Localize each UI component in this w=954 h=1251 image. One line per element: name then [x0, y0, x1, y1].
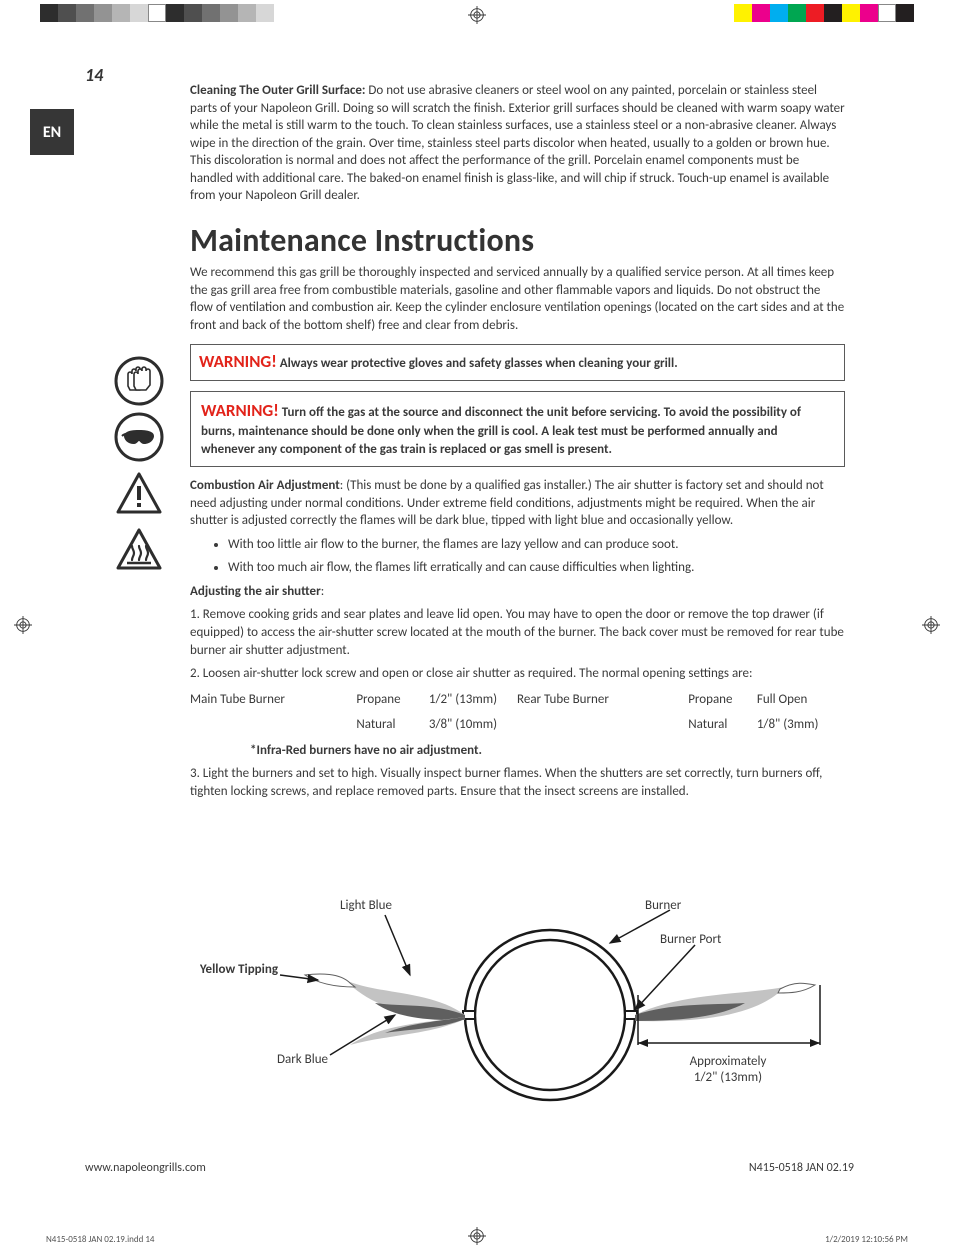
burner-diagram: Light Blue Yellow Tipping Dark Blue Burn… — [200, 895, 840, 1125]
list-item: With too little air flow to the burner, … — [228, 536, 845, 554]
cleaning-paragraph: Cleaning The Outer Grill Surface: Do not… — [190, 82, 845, 205]
language-tab: EN — [30, 109, 74, 155]
hot-surface-icon — [114, 524, 164, 574]
diagram-label: Yellow Tipping — [200, 962, 279, 977]
warning-box-1: WARNING! Always wear protective gloves a… — [190, 344, 845, 381]
infrared-note: *Infra-Red burners have no air adjustmen… — [250, 742, 845, 760]
grayscale-bar — [40, 4, 274, 22]
warning-triangle-icon — [114, 468, 164, 518]
color-bar — [734, 4, 914, 22]
settings-row-natural: Natural 3/8" (10mm) Natural 1/8" (3mm) — [190, 716, 845, 734]
goggles-icon — [114, 412, 164, 462]
airflow-bullets: With too little air flow to the burner, … — [208, 536, 845, 577]
safety-icons — [114, 356, 170, 580]
list-item: With too much air flow, the flames lift … — [228, 559, 845, 577]
registration-mark-icon — [14, 616, 32, 634]
page-title: Maintenance Instructions — [190, 219, 845, 262]
diagram-label: Light Blue — [340, 898, 392, 913]
gloves-icon — [114, 356, 164, 406]
diagram-label: Approximately — [690, 1054, 767, 1069]
footer-url: www.napoleongrills.com — [85, 1161, 206, 1175]
warning-box-2: WARNING! Turn off the gas at the source … — [190, 391, 845, 467]
settings-row-propane: Main Tube Burner Propane 1/2" (13mm) Rea… — [190, 691, 845, 709]
page-content: Cleaning The Outer Grill Surface: Do not… — [190, 82, 845, 806]
intro-paragraph: We recommend this gas grill be thoroughl… — [190, 264, 845, 334]
step-3: 3. Light the burners and set to high. Vi… — [190, 765, 845, 800]
diagram-label: Burner — [645, 898, 682, 913]
diagram-label: Burner Port — [660, 932, 722, 947]
footer-docid: N415-0518 JAN 02.19 — [749, 1161, 854, 1175]
step-1: 1. Remove cooking grids and sear plates … — [190, 606, 845, 659]
diagram-label: Dark Blue — [277, 1052, 328, 1067]
adjusting-heading: Adjusting the air shutter: — [190, 583, 845, 601]
combustion-paragraph: Combustion Air Adjustment: (This must be… — [190, 477, 845, 530]
registration-mark-icon — [922, 616, 940, 634]
page-footer: www.napoleongrills.com N415-0518 JAN 02.… — [85, 1161, 854, 1175]
diagram-label: 1/2" (13mm) — [694, 1070, 762, 1085]
registration-mark-icon — [468, 6, 486, 24]
print-metadata: N415-0518 JAN 02.19.indd 14 1/2/2019 12:… — [46, 1234, 908, 1245]
step-2: 2. Loosen air-shutter lock screw and ope… — [190, 665, 845, 683]
page-number: 14 — [85, 64, 103, 86]
